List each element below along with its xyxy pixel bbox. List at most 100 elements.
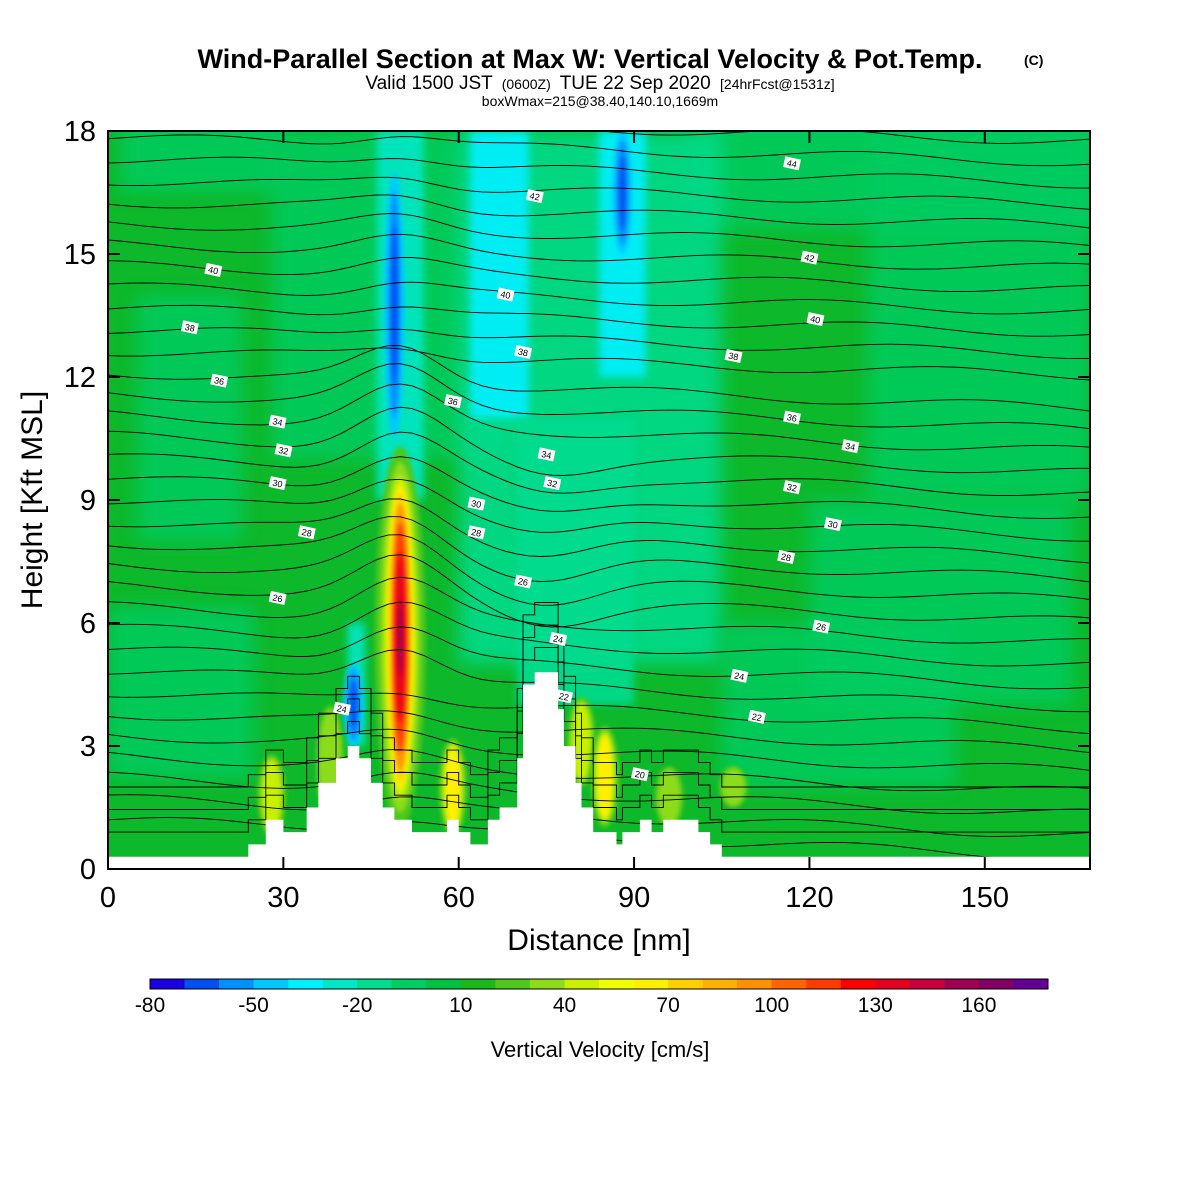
- weak-motion-patch: [867, 131, 1090, 500]
- isentrope-label: 44: [783, 156, 801, 171]
- isentrope-line: [108, 649, 1090, 713]
- isentrope-label-text: 26: [272, 592, 284, 604]
- isentrope-line: [108, 516, 1090, 583]
- isentrope-label: 22: [747, 709, 766, 724]
- isentrope-line: [108, 626, 1090, 690]
- isentrope-line: [108, 156, 1090, 189]
- isentrope-label: 26: [514, 574, 533, 589]
- x-axis-label: Distance [nm]: [507, 924, 690, 957]
- isentrope-label-text: 36: [213, 375, 225, 387]
- isentrope-label-text: 42: [803, 252, 815, 264]
- valid-prefix: Valid 1500 JST: [365, 73, 493, 94]
- isentrope-label-text: 24: [733, 670, 745, 682]
- isentrope-label: 28: [777, 549, 796, 564]
- isentrope-label-box: [180, 320, 199, 335]
- isentrope-line: [108, 281, 1090, 315]
- chart-title: Wind-Parallel Section at Max W: Vertical…: [198, 44, 983, 74]
- colorbar-swatch: [460, 979, 496, 989]
- isentrope-label-box: [210, 373, 229, 388]
- isentrope-line: [108, 304, 1090, 337]
- isentrope-label-text: 34: [844, 441, 856, 453]
- isentrope-label-box: [525, 189, 544, 204]
- isentrope-line: [108, 647, 1090, 833]
- isentrope-label-text: 28: [301, 527, 313, 539]
- isentrope-line: [108, 749, 1090, 792]
- downdraft-core: [391, 225, 398, 386]
- isentrope-label-text: 26: [815, 621, 827, 633]
- isentrope-label-text: 32: [786, 482, 798, 494]
- isentrope-label-box: [783, 410, 801, 425]
- isentrope-label-text: 30: [827, 519, 839, 531]
- x-tick-label: 150: [961, 882, 1009, 914]
- isentrope-label-text: 22: [558, 691, 570, 703]
- isentrope-label-box: [297, 525, 316, 540]
- isentrope-line: [108, 194, 1090, 229]
- isentrope-line: [108, 710, 1090, 754]
- y-axis-label: Height [Kft MSL]: [16, 391, 49, 609]
- isentrope-line: [108, 134, 1090, 167]
- colorbar-tick-label: -80: [135, 994, 165, 1017]
- updraft-band: [445, 747, 461, 827]
- isentrope-label-box: [549, 631, 568, 646]
- colorbar-swatch: [288, 979, 324, 989]
- isentrope-label-box: [800, 250, 819, 265]
- colorbar-swatch: [150, 979, 186, 989]
- isentrope-label: 32: [274, 443, 293, 458]
- x-tick-label: 60: [443, 882, 475, 914]
- isentrope-line: [598, 131, 1090, 144]
- colorbar-tick-label: 10: [449, 994, 472, 1017]
- colorbar-swatch: [771, 979, 807, 989]
- colorbar-swatch: [944, 979, 980, 989]
- colorbar: -80 -50 -20 10 40 70 100 130 160: [135, 978, 1049, 1017]
- updraft-band: [397, 599, 403, 676]
- isentrope-label: 30: [823, 517, 842, 532]
- updraft-band: [597, 735, 613, 818]
- colorbar-swatch: [1013, 979, 1049, 989]
- isentrope-line: [108, 534, 1090, 606]
- x-tick-label: 0: [100, 882, 116, 914]
- downdraft-patch: [517, 418, 635, 705]
- isentrope-label-box: [724, 348, 743, 364]
- colorbar-swatch: [391, 979, 427, 989]
- isentrope-labels: 44 42 42 40 40 40 38 38 38 36 36 36 34 34 34 32 32 32 30 30…: [180, 156, 860, 782]
- isentrope-label: 40: [204, 262, 223, 277]
- x-tick-label: 120: [785, 882, 833, 914]
- isentrope-label: 28: [467, 525, 486, 540]
- isentrope-label-box: [783, 480, 801, 495]
- colorbar-swatch: [495, 979, 531, 989]
- isentrope-label: 32: [543, 476, 562, 491]
- isentrope-label-box: [806, 312, 825, 327]
- isentrope-label-box: [268, 476, 287, 491]
- colorbar-swatch: [564, 979, 600, 989]
- isentrope-label: 34: [841, 439, 860, 454]
- colorbar-tick-label: 40: [553, 994, 576, 1017]
- colorbar-swatch: [633, 979, 669, 989]
- colorbar-tick-label: 130: [858, 994, 893, 1017]
- isentrope-label-box: [274, 443, 293, 458]
- x-axis: 0 30 60 90 120 150: [100, 131, 1009, 914]
- isentrope-line: [108, 257, 1090, 292]
- isentrope-line: [108, 478, 1090, 542]
- isentrope-label-box: [496, 287, 515, 302]
- isentrope-label-text: 32: [277, 445, 289, 457]
- isentrope-label-text: 36: [447, 396, 459, 408]
- y-tick-label: 12: [64, 362, 96, 394]
- colorbar-swatch: [253, 979, 289, 989]
- terrain-mask: [108, 672, 1090, 869]
- isentrope-label: 24: [549, 631, 568, 646]
- isentrope-label-box: [537, 447, 556, 462]
- isentrope-label-text: 28: [470, 527, 482, 539]
- isentrope-label-text: 34: [540, 449, 552, 461]
- colorbar-swatch: [426, 979, 462, 989]
- isentrope-label-box: [783, 156, 801, 171]
- colorbar-swatch: [529, 979, 565, 989]
- isentrope-label: 36: [444, 394, 462, 409]
- colorbar-swatch: [357, 979, 393, 989]
- isentrope-label: 24: [332, 701, 351, 716]
- isentrope-line: [108, 431, 1090, 496]
- copyright-mark: (C): [1024, 52, 1043, 68]
- isentrope-label-box: [514, 344, 533, 359]
- isentrope-label: 34: [537, 447, 556, 462]
- colorbar-swatch: [806, 979, 842, 989]
